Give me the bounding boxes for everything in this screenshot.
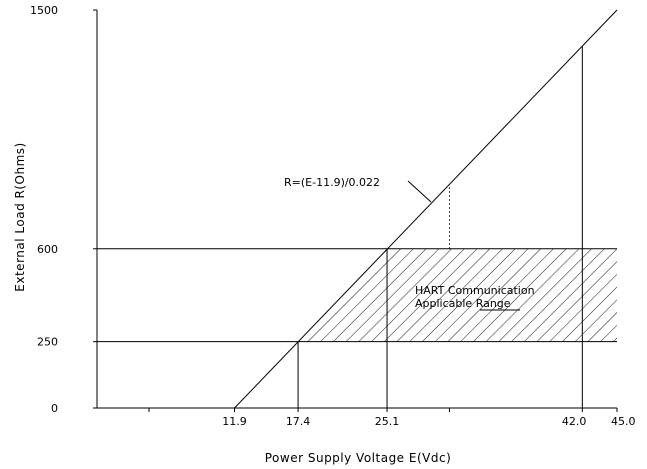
y-tick-label: 0 [51,402,58,415]
y-ticks: 0 250 600 1500 [30,4,97,415]
x-tick-label: 17.4 [286,415,311,428]
load-line-series [234,9,618,409]
x-axis-title: Power Supply Voltage E(Vdc) [265,451,452,465]
x-tick-label: 11.9 [222,415,247,428]
y-axis-title: External Load R(Ohms) [13,142,27,291]
y-tick-label: 600 [37,243,58,256]
x-tick-label: 45.0 [611,415,636,428]
x-tick-label: 42.0 [562,415,587,428]
formula-annotation: R=(E-11.9)/0.022 [284,176,380,189]
hart-range-label-line2: Applicable Range [415,297,511,310]
y-tick-label: 250 [37,336,58,349]
y-tick-label: 1500 [30,4,58,17]
formula-leader-line [407,180,432,203]
x-ticks: 11.9 17.4 25.1 42.0 45.0 [148,408,636,428]
hart-range-label-line1: HART Communication [415,284,535,297]
x-tick-label: 25.1 [375,415,400,428]
